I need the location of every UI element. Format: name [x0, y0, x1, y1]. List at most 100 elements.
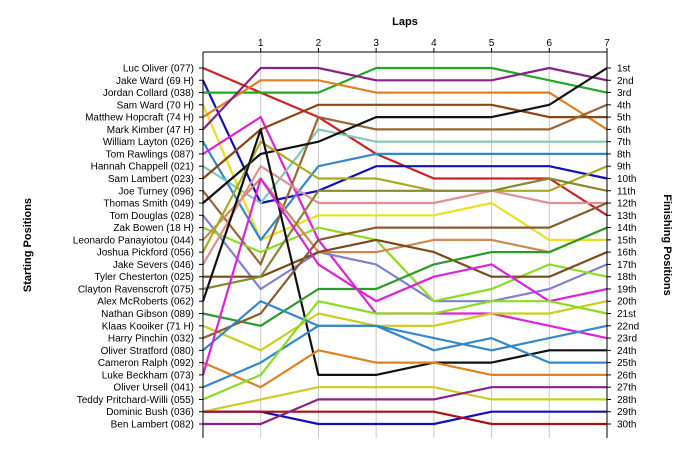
finishing-position-label: 27th [617, 383, 636, 394]
starting-position-label: Jake Ward (69 H) [116, 76, 194, 87]
series-line [202, 201, 608, 340]
finishing-position-label: 28th [617, 395, 636, 406]
finishing-position-label: 26th [617, 370, 636, 381]
series-line [203, 386, 607, 426]
finishing-position-label: 11th [617, 186, 636, 197]
starting-position-label: Jordan Collard (038) [103, 88, 194, 99]
series-line [201, 104, 607, 241]
lap-tick-label: 3 [373, 38, 379, 49]
finishing-position-label: 24th [617, 346, 636, 357]
series-line [201, 177, 608, 376]
starting-position-label: Sam Lambert (023) [108, 174, 194, 185]
finishing-position-label: 16th [617, 248, 636, 259]
left-axis-title: Starting Positions [22, 198, 34, 292]
series-line [202, 140, 608, 253]
finishing-position-label: 6th [617, 125, 631, 136]
finishing-position-label: 2nd [617, 76, 634, 87]
finishing-position-label: 8th [617, 149, 631, 160]
starting-position-label: Sam Ward (70 H) [117, 100, 194, 111]
starting-position-label: Clayton Ravenscroft (075) [78, 284, 194, 295]
finishing-position-label: 21st [617, 309, 636, 320]
series-line [203, 410, 607, 426]
finishing-position-label: 7th [617, 137, 631, 148]
starting-position-label: Hannah Chappell (021) [91, 162, 194, 173]
finishing-position-label: 23rd [617, 334, 637, 345]
lap-tick-label: 5 [489, 38, 495, 49]
starting-position-label: Ben Lambert (082) [111, 420, 194, 431]
series-line [202, 79, 608, 205]
series-line [202, 79, 608, 131]
starting-position-label: Klaas Kooiker (71 H) [102, 321, 194, 332]
starting-position-label: Jake Severs (046) [113, 260, 194, 271]
starting-position-label: Harry Pinchin (032) [108, 334, 194, 345]
finishing-position-label: 13th [617, 211, 636, 222]
finishing-position-label: 14th [617, 223, 636, 234]
lap-tick-label: 4 [431, 38, 437, 49]
series-line [202, 103, 607, 180]
series-line [202, 349, 607, 389]
finishing-position-label: 4th [617, 100, 631, 111]
starting-position-label: Tyler Chesterton (025) [95, 272, 195, 283]
series-line [202, 141, 607, 241]
starting-position-label: Oliver Stratford (080) [101, 346, 194, 357]
finishing-position-label: 18th [617, 272, 636, 283]
lap-tick-labels: 1 2 3 4 5 6 7 [258, 38, 610, 49]
series-line [202, 177, 608, 291]
series-line [202, 300, 608, 352]
series-line [201, 128, 607, 376]
starting-position-label: Nathan Gibson (089) [101, 309, 194, 320]
starting-position-labels: Luc Oliver (077)Jake Ward (69 H)Jordan C… [73, 64, 194, 431]
starting-position-label: Thomas Smith (049) [103, 199, 194, 210]
starting-position-label: Joe Turney (096) [118, 186, 194, 197]
series-line [202, 214, 608, 303]
starting-position-label: Matthew Hopcraft (74 H) [85, 113, 194, 124]
series-line [202, 67, 608, 204]
axes [199, 48, 611, 438]
starting-position-label: Joshua Pickford (056) [97, 248, 194, 259]
series-line [202, 300, 608, 352]
starting-position-label: Tom Rawlings (087) [106, 149, 194, 160]
starting-position-label: Luke Beckham (073) [102, 370, 194, 381]
series-line [202, 103, 608, 266]
finishing-position-label: 10th [617, 174, 636, 185]
starting-position-label: Dominic Bush (036) [106, 407, 194, 418]
finishing-position-label: 1st [617, 64, 631, 75]
starting-position-label: Cameron Ralph (092) [98, 358, 194, 369]
series-line [202, 300, 608, 401]
finishing-position-label: 22nd [617, 321, 639, 332]
starting-position-label: Luc Oliver (077) [123, 64, 194, 75]
finishing-position-label: 25th [617, 358, 636, 369]
series-line [203, 66, 608, 94]
lap-tick-label: 2 [316, 38, 322, 49]
finishing-position-labels: 1st2nd3rd4th5th6th7th8th9th10th11th12th1… [617, 64, 639, 431]
lap-tick-label: 6 [547, 38, 553, 49]
series-line [203, 410, 607, 426]
finishing-position-label: 30th [617, 420, 636, 431]
starting-position-label: Zak Bowen (18 H) [113, 223, 194, 234]
finishing-position-label: 5th [617, 113, 631, 124]
series-line [202, 226, 608, 327]
finishing-position-label: 9th [617, 162, 631, 173]
series-line [202, 226, 608, 303]
starting-position-label: Teddy Pritchard-Willi (055) [77, 395, 194, 406]
lap-tick-label: 7 [604, 38, 610, 49]
starting-position-label: Tom Douglas (028) [110, 211, 194, 222]
finishing-position-label: 17th [617, 260, 636, 271]
series-line [202, 324, 607, 389]
finishing-position-label: 29th [617, 407, 636, 418]
starting-position-label: Mark Kimber (47 H) [107, 125, 194, 136]
starting-position-label: Alex McRoberts (062) [97, 297, 194, 308]
lap-tick-label: 1 [258, 38, 264, 49]
top-axis-title: Laps [392, 16, 418, 28]
series-lines [201, 66, 608, 426]
series-line [202, 66, 608, 131]
series-line [203, 238, 608, 278]
starting-position-label: Leonardo Panayiotou (044) [73, 235, 194, 246]
finishing-position-label: 3rd [617, 88, 631, 99]
finishing-position-label: 15th [617, 235, 636, 246]
finishing-position-label: 12th [617, 199, 636, 210]
starting-position-label: William Layton (026) [103, 137, 194, 148]
right-axis-title: Finishing Positions [661, 194, 673, 295]
finishing-position-label: 19th [617, 284, 636, 295]
